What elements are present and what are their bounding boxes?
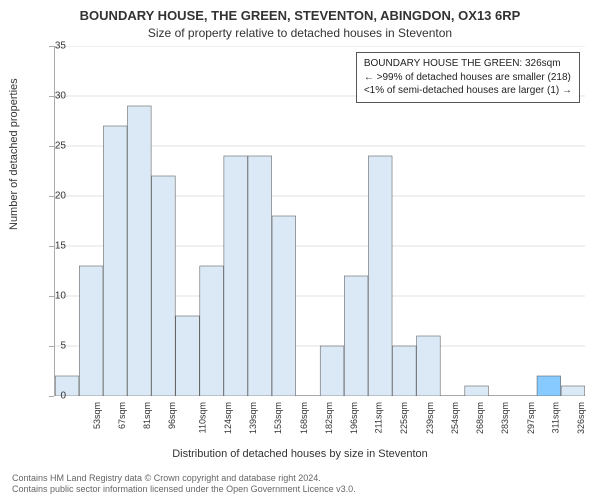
legend-line-3: <1% of semi-detached houses are larger (…: [364, 84, 572, 98]
x-tick-label: 283sqm: [500, 402, 510, 434]
x-tick-label: 139sqm: [248, 402, 258, 434]
legend-line-2: ← >99% of detached houses are smaller (2…: [364, 71, 572, 85]
bar-highlight: [537, 376, 561, 396]
y-tick-label: 0: [42, 391, 66, 402]
bar: [103, 126, 127, 396]
x-tick-label: 67sqm: [117, 402, 127, 429]
x-tick-label: 153sqm: [273, 402, 283, 434]
legend-line-1: BOUNDARY HOUSE THE GREEN: 326sqm: [364, 57, 572, 71]
bar: [128, 106, 152, 396]
chart-title: BOUNDARY HOUSE, THE GREEN, STEVENTON, AB…: [0, 8, 600, 23]
y-tick-label: 5: [42, 341, 66, 352]
bar: [417, 336, 441, 396]
x-tick-label: 81sqm: [142, 402, 152, 429]
y-tick-label: 30: [42, 91, 66, 102]
y-tick-label: 25: [42, 141, 66, 152]
footer-line-2: Contains public sector information licen…: [12, 484, 356, 496]
y-tick-label: 15: [42, 241, 66, 252]
y-tick-label: 10: [42, 291, 66, 302]
bar: [465, 386, 489, 396]
bar: [224, 156, 248, 396]
x-tick-label: 96sqm: [167, 402, 177, 429]
x-tick-label: 124sqm: [223, 402, 233, 434]
x-tick-label: 239sqm: [425, 402, 435, 434]
x-tick-label: 168sqm: [299, 402, 309, 434]
bar: [393, 346, 417, 396]
bar: [152, 176, 176, 396]
x-tick-label: 297sqm: [526, 402, 536, 434]
bar: [272, 216, 296, 396]
footer-attribution: Contains HM Land Registry data © Crown c…: [12, 473, 356, 496]
bar: [561, 386, 585, 396]
x-tick-label: 268sqm: [475, 402, 485, 434]
bar: [200, 266, 224, 396]
x-tick-label: 326sqm: [576, 402, 586, 434]
x-tick-label: 196sqm: [349, 402, 359, 434]
y-tick-label: 20: [42, 191, 66, 202]
x-tick-label: 53sqm: [92, 402, 102, 429]
x-axis-label: Distribution of detached houses by size …: [0, 448, 600, 460]
x-tick-label: 311sqm: [550, 402, 560, 433]
bar: [344, 276, 368, 396]
x-tick-label: 211sqm: [374, 402, 384, 433]
legend-box: BOUNDARY HOUSE THE GREEN: 326sqm ← >99% …: [356, 52, 580, 103]
y-tick-label: 35: [42, 41, 66, 52]
bar: [368, 156, 392, 396]
footer-line-1: Contains HM Land Registry data © Crown c…: [12, 473, 356, 485]
bar: [248, 156, 272, 396]
chart-container: BOUNDARY HOUSE, THE GREEN, STEVENTON, AB…: [0, 0, 600, 500]
y-axis-label: Number of detached properties: [8, 78, 20, 230]
bar: [176, 316, 200, 396]
chart-subtitle: Size of property relative to detached ho…: [0, 26, 600, 40]
x-tick-label: 225sqm: [400, 402, 410, 434]
x-tick-label: 110sqm: [197, 402, 207, 433]
x-tick-label: 254sqm: [450, 402, 460, 434]
x-tick-label: 182sqm: [324, 402, 334, 434]
bar: [320, 346, 344, 396]
bar: [79, 266, 103, 396]
